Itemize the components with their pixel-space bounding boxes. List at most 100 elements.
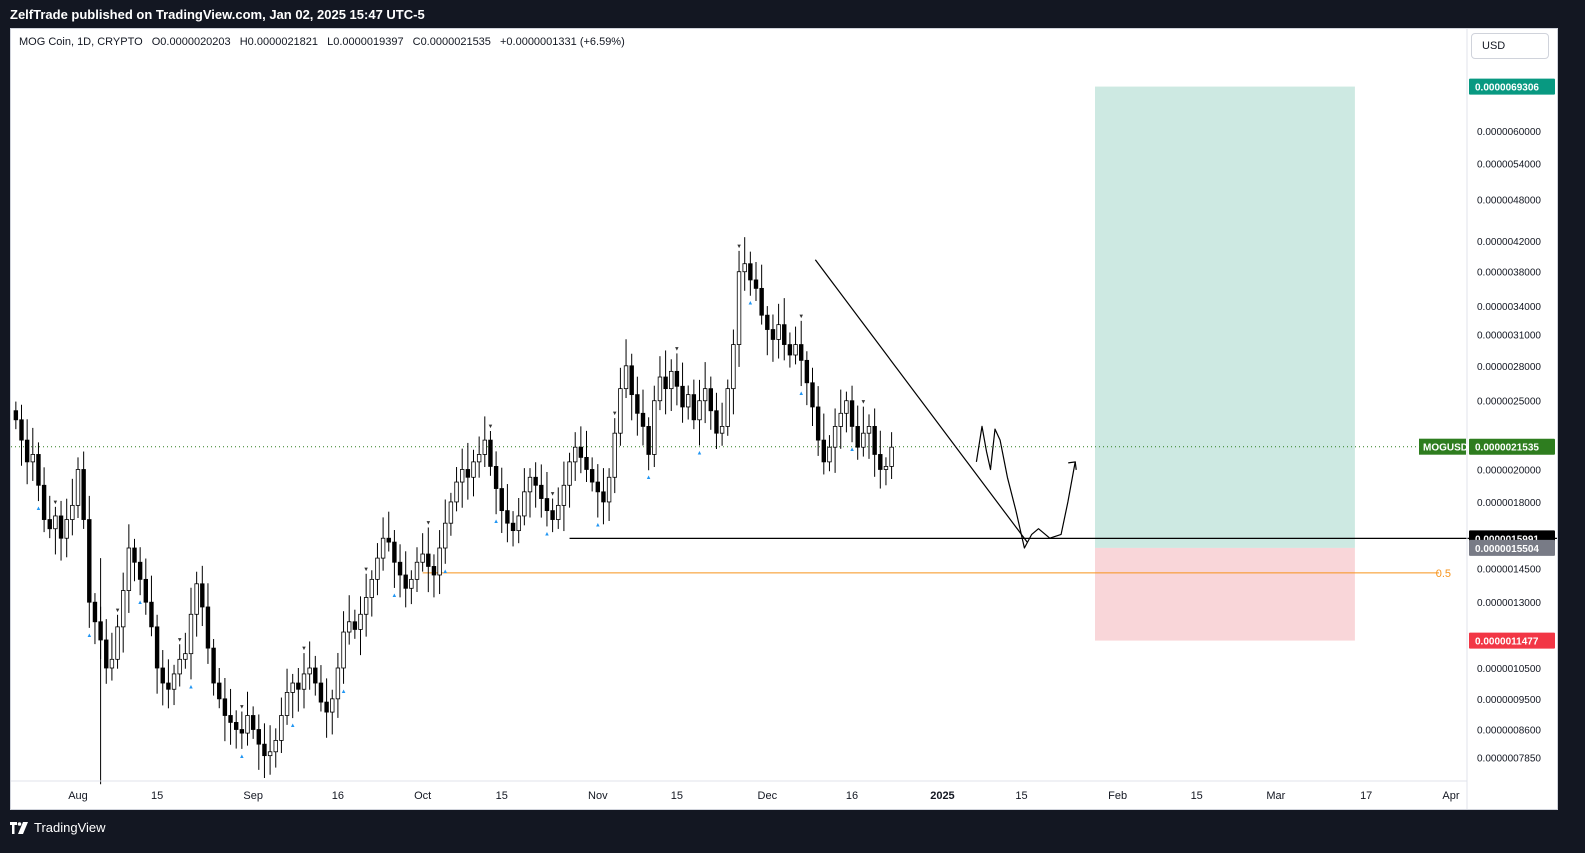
x-tick-label: Sep bbox=[243, 790, 263, 802]
last-price-tag-label: 0.0000021535 bbox=[1475, 443, 1539, 454]
candle-body bbox=[804, 359, 810, 384]
candle-body bbox=[454, 481, 459, 503]
x-tick-label: 15 bbox=[151, 790, 163, 802]
tradingview-logo-icon bbox=[10, 821, 28, 834]
candle-body bbox=[352, 621, 358, 630]
candle-body bbox=[680, 385, 685, 408]
ohlc-open: O0.0000020203 bbox=[151, 36, 231, 48]
y-tick-label: 0.0000048000 bbox=[1477, 196, 1541, 207]
y-tick-label: 0.0000060000 bbox=[1477, 127, 1541, 138]
candle-body bbox=[725, 388, 730, 427]
candle-body bbox=[420, 553, 425, 563]
signal-up-icon: ▲ bbox=[646, 475, 652, 481]
candle-body bbox=[488, 439, 493, 467]
candle-body bbox=[589, 469, 595, 483]
signal-down-icon: ▼ bbox=[115, 608, 121, 614]
x-tick-label: 2025 bbox=[930, 790, 954, 802]
signal-down-icon: ▼ bbox=[52, 500, 58, 506]
signal-up-icon: ▲ bbox=[239, 754, 245, 760]
candle-body bbox=[121, 590, 126, 628]
target-price-tag bbox=[1469, 78, 1555, 95]
candle-body bbox=[759, 287, 764, 316]
x-tick-label: Nov bbox=[588, 790, 608, 802]
symbol-tag-label: MOGUSD bbox=[1423, 443, 1468, 454]
signal-up-icon: ▲ bbox=[544, 531, 550, 537]
candle-body bbox=[81, 469, 86, 520]
candle-body bbox=[380, 537, 386, 559]
candle-body bbox=[669, 370, 674, 390]
candle-body bbox=[595, 481, 600, 493]
candle-body bbox=[476, 454, 482, 463]
candle-body bbox=[878, 454, 883, 470]
candle-body bbox=[652, 400, 657, 455]
candle-body bbox=[53, 515, 58, 530]
candle-body bbox=[154, 626, 160, 669]
stop-price-tag-label: 0.0000011477 bbox=[1475, 637, 1539, 648]
candle-body bbox=[200, 583, 205, 608]
candle-body bbox=[635, 394, 640, 414]
candle-body bbox=[358, 613, 363, 630]
currency-selector[interactable]: USD bbox=[1471, 33, 1549, 59]
candle-body bbox=[228, 715, 233, 723]
signal-down-icon: ▼ bbox=[487, 424, 493, 430]
candle-body bbox=[793, 344, 798, 356]
candle-body bbox=[70, 504, 75, 520]
y-tick-label: 0.0000028000 bbox=[1477, 362, 1541, 373]
x-tick-label: 16 bbox=[332, 790, 344, 802]
candle-body bbox=[313, 667, 318, 684]
candle-body bbox=[567, 461, 572, 486]
tradingview-brand[interactable]: TradingView bbox=[10, 820, 106, 835]
x-tick-label: 16 bbox=[846, 790, 858, 802]
symbol-legend[interactable]: MOG Coin, 1D, CRYPTO O0.0000020203 H0.00… bbox=[19, 36, 631, 48]
candle-body bbox=[742, 263, 747, 273]
candle-body bbox=[448, 501, 454, 524]
candle-body bbox=[318, 682, 324, 703]
candle-body bbox=[623, 365, 629, 390]
candle-body bbox=[409, 578, 414, 589]
candle-body bbox=[301, 673, 307, 690]
signal-up-icon: ▲ bbox=[442, 569, 448, 575]
candle-body bbox=[375, 557, 380, 580]
last-price-tag bbox=[1469, 438, 1555, 455]
x-tick-label: 15 bbox=[1191, 790, 1203, 802]
candle-body bbox=[386, 537, 391, 543]
candle-body bbox=[640, 412, 646, 427]
candle-body bbox=[177, 658, 182, 675]
signal-down-icon: ▼ bbox=[363, 567, 369, 573]
candle-body bbox=[714, 410, 719, 434]
candle-body bbox=[30, 454, 35, 463]
y-tick-label: 0.0000010500 bbox=[1477, 664, 1541, 675]
candle-body bbox=[872, 426, 877, 455]
ohlc-close: C0.0000021535 bbox=[412, 36, 491, 48]
candle-body bbox=[702, 388, 708, 402]
candle-body bbox=[64, 519, 69, 539]
candle-body bbox=[267, 751, 273, 757]
candle-body bbox=[787, 344, 793, 356]
candle-body bbox=[132, 547, 137, 563]
candle-body bbox=[578, 446, 584, 458]
candle-body bbox=[459, 469, 465, 483]
candle-body bbox=[827, 446, 832, 463]
candle-body bbox=[205, 606, 211, 649]
signal-down-icon: ▼ bbox=[177, 637, 183, 643]
candle-body bbox=[584, 456, 589, 470]
symbol-name[interactable]: MOG Coin, 1D, CRYPTO bbox=[19, 36, 143, 48]
candle-body bbox=[392, 541, 397, 563]
entry-price-tag bbox=[1469, 539, 1555, 556]
candle-body bbox=[87, 519, 92, 603]
candle-body bbox=[815, 406, 821, 441]
candle-body bbox=[217, 682, 222, 700]
candle-body bbox=[346, 621, 352, 633]
candle-body bbox=[171, 673, 177, 690]
candle-body bbox=[369, 578, 374, 598]
chart-canvas[interactable]: 0.5 ▲ ▼ ▲ ▼ ▲ ▼ ▲ ▲ ▼ ▲ ▼ ▲ ▼ ▲ ▼ ▲ ▼ ▲ ▲ ▼ ▲ ▼ ▲ ▼ ▲ ▼ ▲ ▲ ▼ ▲ ▼ Aug 1… bbox=[11, 29, 1557, 809]
x-tick-label: Oct bbox=[414, 790, 431, 802]
signal-up-icon: ▲ bbox=[86, 633, 92, 639]
candle-body bbox=[505, 510, 510, 524]
top-bar: ZelfTrade published on TradingView.com, … bbox=[0, 0, 1585, 28]
candle-body bbox=[482, 439, 487, 455]
candle-body bbox=[245, 715, 250, 734]
chart-frame[interactable]: 0.5 ▲ ▼ ▲ ▼ ▲ ▼ ▲ ▲ ▼ ▲ ▼ ▲ ▼ ▲ ▼ ▲ ▼ ▲ ▲ ▼ ▲ ▼ ▲ ▼ ▲ ▼ ▲ ▲ ▼ ▲ ▼ Aug 1… bbox=[10, 28, 1558, 810]
stop-price-tag bbox=[1469, 632, 1555, 649]
candle-body bbox=[527, 476, 533, 493]
